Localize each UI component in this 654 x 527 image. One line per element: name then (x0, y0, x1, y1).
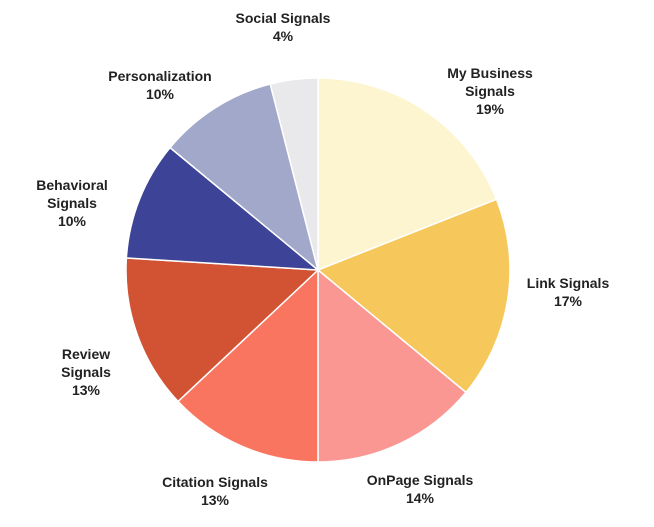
slice-label-percent: 14% (405, 490, 435, 506)
slice-label-name: Citation Signals (162, 474, 268, 490)
slice-label: Behavioral Signals 10% (36, 176, 108, 230)
slice-label-name: Personalization (108, 68, 212, 84)
slice-label-percent: 10% (57, 213, 87, 229)
slice-label: My Business Signals 19% (447, 64, 533, 118)
slice-label-percent: 13% (200, 492, 230, 508)
slice-label-name: Signals (61, 364, 111, 380)
pie-slice (169, 83, 320, 273)
slice-label-name: OnPage Signals (366, 472, 474, 488)
slice-label: Personalization 10% (108, 67, 211, 103)
slice-label-percent: 19% (475, 101, 505, 117)
pie-slice (125, 257, 320, 403)
pie-slice (317, 268, 467, 463)
slice-label-name: Signals (47, 195, 97, 211)
pie-slice (317, 77, 498, 272)
slice-label-name: Behavioral (36, 177, 108, 193)
slice-label-name: Signals (465, 83, 515, 99)
pie-slice (316, 198, 511, 394)
slice-label-name: Link Signals (526, 275, 610, 291)
slice-label-percent: 4% (272, 28, 294, 44)
slice-label: Citation Signals 13% (162, 473, 268, 509)
slice-label-name: My Business (447, 65, 533, 81)
slice-label-name: Social Signals (235, 10, 331, 26)
pie-slice (269, 77, 319, 271)
slice-label-percent: 17% (553, 293, 583, 309)
slice-label-percent: 13% (71, 382, 101, 398)
pie-slice (125, 146, 321, 271)
slice-label: OnPage Signals 14% (367, 471, 474, 507)
slice-label-name: Review (61, 346, 111, 362)
slice-label: Review Signals 13% (61, 345, 111, 399)
pie-slice (176, 268, 319, 463)
slice-label: Link Signals 17% (527, 274, 609, 310)
slice-label: Social Signals 4% (236, 9, 331, 45)
slice-label-percent: 10% (145, 86, 175, 102)
